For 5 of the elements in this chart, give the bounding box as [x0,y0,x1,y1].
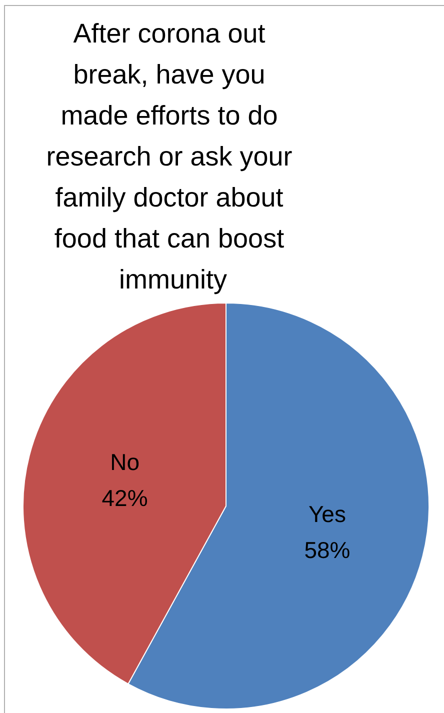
slice-label: Yes [308,500,346,527]
chart-title: After corona out break, have you made efforts to do research or ask your family doctor about food that can boost immunity [46,18,300,294]
data-label: 42% [102,485,148,512]
slice-label: No [110,449,140,476]
data-label: 58% [304,536,350,563]
